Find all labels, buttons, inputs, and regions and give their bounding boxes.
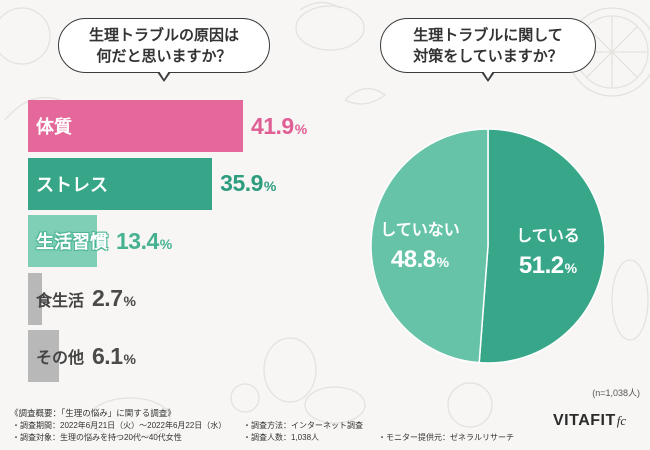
fruit-sketch — [89, 397, 171, 439]
bar-track: 食生活 — [28, 272, 85, 325]
fruit-sketch — [447, 382, 493, 428]
bar-label: その他 — [36, 350, 85, 368]
logo-suffix: fc — [616, 413, 627, 428]
bar-other — [28, 330, 60, 383]
value-number: 35.9 — [220, 170, 263, 197]
bar-row-stress: ストレス 35.9% — [28, 157, 307, 210]
question-line: 対策をしていますか？ — [413, 47, 563, 65]
survey-target: ・調査対象：生理の悩みを持つ20代～40代女性 — [12, 433, 182, 442]
value-number: 51.2 — [518, 252, 564, 279]
bar-row-lifestyle: 生活習慣 13.4% — [28, 215, 307, 268]
bar-track: 生活習慣 — [28, 215, 108, 268]
value-number: 48.8 — [390, 246, 436, 273]
bar-track: その他 — [28, 330, 85, 383]
fruit-sketch — [304, 386, 366, 424]
bar-label: 体質 — [36, 117, 72, 137]
bar-value: 6.1% — [92, 343, 136, 370]
bar-row-constitution: 体質 41.9% — [28, 100, 307, 152]
survey-respondents: ・調査人数：1,038人 — [243, 433, 320, 442]
value-number: 41.9 — [250, 112, 294, 139]
measures-pie-chart — [370, 128, 606, 364]
bar-row-other: その他 6.1% — [28, 330, 307, 383]
pie-slice-name: していない — [380, 222, 460, 239]
fruit-sketch — [295, 5, 365, 51]
fruit-sketch — [0, 7, 51, 65]
berry-sketch — [230, 383, 260, 413]
value-unit: % — [159, 235, 173, 252]
bar-value: 2.7% — [92, 285, 136, 312]
value-number: 6.1 — [92, 342, 123, 369]
survey-method: ・調査方法：インターネット調査 — [243, 421, 363, 430]
pie-slice-name: している — [516, 228, 580, 245]
pie-slice-value: 51.2% — [516, 252, 580, 280]
causes-bar-chart: 体質 41.9% ストレス 35.9% 生活習慣 13.4% 食生活 2.7% — [28, 100, 307, 383]
bar-label: 食生活 — [36, 292, 85, 310]
strawberry-sketch — [263, 337, 317, 403]
question-line: 生理トラブルに関して — [413, 26, 563, 44]
question-line: 何だと思いますか？ — [96, 47, 232, 65]
question-bubble-causes: 生理トラブルの原因は 何だと思いますか？ — [58, 18, 270, 73]
pie-slice-not-taking-measures — [370, 128, 489, 364]
question-bubble-measures: 生理トラブルに関して 対策をしていますか？ — [380, 18, 596, 73]
vegetable-sketch — [611, 259, 649, 341]
value-unit: % — [294, 120, 308, 137]
pie-slice-value: 48.8% — [380, 246, 460, 274]
bar-stress — [28, 157, 213, 210]
pie-label-not-taking-measures: していない 48.8% — [380, 220, 460, 274]
value-number: 2.7 — [92, 285, 123, 312]
value-unit: % — [263, 178, 277, 195]
bar-diet — [28, 272, 42, 325]
logo-text: VITAFIT — [553, 412, 616, 429]
bar-value: 35.9% — [220, 170, 276, 197]
bar-label: ストレス — [36, 174, 108, 195]
question-line: 生理トラブルの原因は — [88, 26, 239, 44]
bar-constitution — [28, 100, 243, 152]
bar-value: 41.9% — [251, 113, 307, 140]
bar-track: 体質 — [28, 100, 243, 152]
bar-value: 13.4% — [116, 228, 172, 255]
value-unit: % — [123, 293, 136, 310]
leaf-sketch — [299, 1, 341, 11]
bar-lifestyle — [28, 215, 97, 268]
value-unit: % — [436, 254, 450, 270]
pie-label-taking-measures: している 51.2% — [516, 226, 580, 280]
bar-track: ストレス — [28, 157, 213, 210]
leaf-sketch — [344, 88, 387, 105]
bar-row-diet: 食生活 2.7% — [28, 272, 307, 325]
survey-heading: 《調査概要：「生理の悩み」に関する調査》 — [10, 408, 176, 418]
brand-logo: VITAFIT fc — [553, 412, 626, 430]
survey-period: ・調査期間：2022年6月21日（火）～2022年6月22日（水） — [12, 421, 227, 430]
sample-size-note: (n=1,038人) — [592, 388, 640, 398]
value-unit: % — [564, 260, 578, 276]
pie-slice-taking-measures — [478, 128, 606, 364]
value-number: 13.4 — [116, 227, 159, 254]
value-unit: % — [123, 350, 136, 367]
citrus-segment-sketch — [576, 16, 648, 88]
bar-label: 生活習慣 — [36, 232, 108, 253]
survey-provider: ・モニター提供元：ゼネラルリサーチ — [378, 433, 514, 442]
